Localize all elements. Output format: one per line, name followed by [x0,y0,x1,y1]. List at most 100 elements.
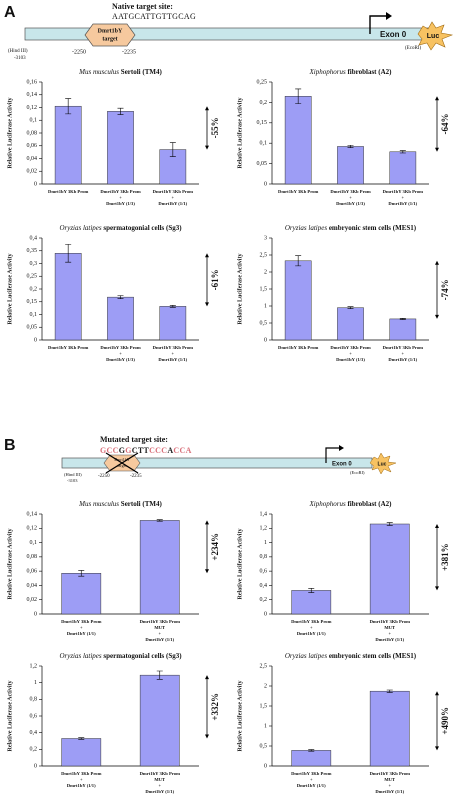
error-bar [156,670,163,680]
bracket-head [435,314,439,319]
site-label: (EcoRI) [350,470,365,475]
error-bar [169,305,176,308]
title-species: Oryzias latipes [59,224,101,232]
title-species: Oryzias latipes [59,652,101,660]
bracket-head [435,260,439,265]
y-tick-label: 0,05 [27,325,38,331]
y-tick-label: 0 [264,337,267,343]
y-tick-label: 0,8 [30,697,38,703]
y-tick-label: 0,15 [27,299,38,305]
error-bar [399,317,406,320]
bracket-head [205,106,209,111]
y-tick-label: 0,1 [30,312,38,318]
y-tick-label: 0,6 [30,713,38,719]
y-tick-label: 0,08 [27,130,38,136]
y-tick-label: 0,6 [260,569,268,575]
error-bar [308,749,315,752]
position-label: -2250 [72,49,86,55]
chart-title: Mus musculus Sertoli (TM4) [78,500,162,508]
y-tick-label: 0,1 [30,118,38,124]
title-text: spermatogonial cells (Sg3) [103,224,182,232]
site-label: (Hind III) [64,472,82,477]
y-tick-label: 0,12 [27,526,38,532]
y-tick-label: 2 [264,269,267,275]
x-tick-label: Dmrt1bY (1/1) [158,201,187,206]
y-tick-label: 2 [264,683,267,689]
x-tick-label: Dmrt1bY 3Kb Prom [291,771,331,776]
change-annotation: -61% [210,269,220,290]
title-text: embryonic stem cells (MES1) [329,652,417,660]
y-tick-label: 0,02 [27,597,38,603]
y-tick-label: 0 [34,181,37,187]
y-tick-label: 0,4 [30,235,38,241]
y-tick-label: 0 [34,763,37,769]
x-tick-label: Dmrt1bY (1/1) [388,357,417,362]
x-tick-label: Dmrt1bY 3Kb Prom [153,345,193,350]
y-tick-label: 0 [34,337,37,343]
tss-arrow [325,447,340,463]
y-tick-label: 1 [264,540,267,546]
x-tick-label: + [402,351,405,356]
bar [389,151,417,185]
y-tick-label: 0,16 [27,79,38,85]
x-tick-label: Dmrt1bY (1/3) [106,201,135,206]
error-bar [347,306,354,310]
y-tick-label: 0,2 [260,597,268,603]
exon-label: Exon 0 [380,30,407,39]
target-label: Dmrt1bY [114,457,129,462]
bar [291,750,332,767]
target-box [84,23,136,47]
x-tick-label: Dmrt1bY 3Kb Prom [370,771,410,776]
x-tick-label: + [119,195,122,200]
y-tick-label: 0,25 [27,274,38,280]
construct-heading: Native target site: [112,2,173,11]
bar [159,306,187,341]
y-tick-label: 0,12 [27,105,38,111]
x-tick-label: Dmrt1bY 3Kb Prom [370,619,410,624]
x-tick-label: Dmrt1bY (1/1) [145,789,174,794]
sequence-segment: C [132,446,138,455]
y-tick-label: 0 [264,763,267,769]
bar [61,738,102,767]
x-tick-label: + [172,351,175,356]
y-axis-label: Relative Luciferase Activity [237,254,243,325]
x-tick-label: MUT [384,625,395,630]
y-tick-label: 2,5 [260,663,268,669]
bar [369,523,410,615]
chart-title: Oryzias latipes spermatogonial cells (Sg… [59,652,182,660]
x-tick-label: Dmrt1bY (1/1) [297,783,326,788]
bar [107,296,134,341]
y-tick-label: 1,2 [260,526,268,532]
x-tick-label: + [402,195,405,200]
error-bar [78,570,85,577]
panel-label: B [4,437,16,454]
y-tick-label: 0,5 [260,743,268,749]
x-tick-label: Dmrt1bY 3Kb Prom [140,619,180,624]
y-axis-label: Relative Luciferase Activity [237,681,243,752]
x-tick-label: Dmrt1bY (1/1) [388,201,417,206]
x-tick-label: + [119,351,122,356]
position-label: -2235 [130,474,142,479]
x-tick-label: + [388,783,391,788]
y-tick-label: 1,2 [30,663,38,669]
error-bar [117,295,124,299]
bar [284,260,312,341]
construct-sequence: AATGCATTGTTGCAG [112,12,196,21]
chart-title: Xiphophorus fibroblast (A2) [309,500,393,508]
bracket-head [435,147,439,152]
x-tick-label: Dmrt1bY 3Kb Prom [48,345,88,350]
bar [54,253,82,341]
x-tick-label: Dmrt1bY 3Kb Prom [330,189,370,194]
y-axis-label: Relative Luciferase Activity [7,681,13,752]
change-annotation: -64% [440,114,450,135]
sequence-segment: CCA [173,446,191,455]
chart-title: Xiphophorus fibroblast (A2) [309,68,393,76]
x-tick-label: + [349,351,352,356]
x-tick-label: Dmrt1bY 3Kb Prom [61,619,101,624]
y-tick-label: 1,4 [260,511,268,517]
change-annotation: +381% [440,543,450,571]
y-tick-label: 1 [264,723,267,729]
chart-title: Mus musculus Sertoli (TM4) [78,68,162,76]
y-tick-label: 0,25 [257,79,268,85]
y-tick-label: 0,8 [260,554,268,560]
